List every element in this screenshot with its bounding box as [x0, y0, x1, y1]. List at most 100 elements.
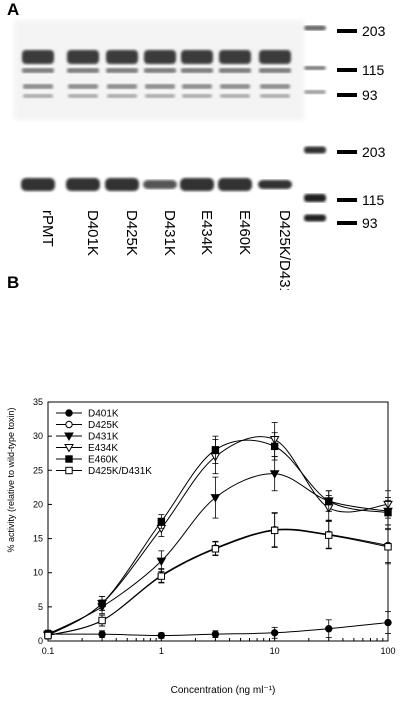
gel-top-lane	[259, 50, 291, 98]
legend-entry: E434K	[56, 443, 118, 454]
legend-entry: D401K	[56, 409, 119, 420]
marker-band	[304, 90, 326, 94]
marker-size-label: 93	[362, 87, 378, 103]
marker-dash	[337, 150, 357, 154]
gel-band-main	[219, 50, 251, 64]
legend-label: E460K	[88, 455, 118, 466]
lane-label: rPMT	[39, 210, 56, 247]
y-tick-label: 30	[33, 431, 43, 441]
data-point	[157, 631, 166, 640]
data-point	[325, 531, 333, 539]
gel-band	[68, 84, 98, 89]
lane-label: D431K	[161, 210, 178, 256]
gel-band	[23, 84, 53, 89]
data-point	[270, 526, 279, 535]
y-tick-label: 15	[33, 534, 43, 544]
chart-series	[43, 422, 393, 641]
marker-dash	[337, 221, 357, 225]
gel-bottom-lane	[66, 178, 100, 191]
gel-bottom-lanes	[21, 178, 292, 191]
gel-band	[259, 68, 291, 73]
lane-label: E460K	[236, 210, 253, 255]
legend-entry: E460K	[56, 455, 118, 466]
series-d401k	[44, 611, 392, 640]
data-point	[98, 599, 106, 608]
marker-band	[304, 214, 326, 222]
data-point	[384, 508, 392, 517]
marker-band	[304, 194, 326, 202]
gel-top-lane	[22, 50, 54, 98]
marker-band	[304, 66, 326, 70]
x-tick-label: 1	[159, 646, 164, 656]
gel-band-main	[144, 50, 176, 64]
gel-band	[144, 68, 176, 73]
gel-band	[145, 94, 175, 98]
panel-a-label: A	[7, 0, 20, 19]
marker-band	[304, 146, 326, 154]
gel-top-lanes	[22, 50, 291, 98]
data-point	[211, 446, 220, 454]
legend-marker	[64, 432, 74, 442]
marker-band	[304, 25, 326, 31]
x-tick-label: 10	[270, 646, 280, 656]
gel-top-lane	[181, 50, 213, 98]
marker-size-label: 203	[362, 144, 386, 160]
lane-label: D401K	[84, 210, 101, 256]
marker-size-label: 93	[362, 215, 378, 231]
gel-band-main	[22, 50, 54, 64]
x-axis-label: Concentration (ng ml⁻¹)	[171, 685, 276, 696]
legend-entry: D425K/D431K	[56, 466, 152, 477]
x-tick-label: 100	[380, 646, 395, 656]
gel-band	[22, 68, 54, 73]
gel-band	[67, 68, 99, 73]
panel-a-gel-figure: A 203 115 93 203 115 93 rPMT D401K D425K D431K E4…	[0, 0, 400, 306]
data-point	[270, 629, 279, 637]
gel-bottom-lane	[105, 178, 139, 191]
legend-marker	[65, 409, 73, 417]
series-d425k	[44, 512, 392, 640]
gel-bottom-lane	[218, 178, 252, 191]
marker-labels: 203 115 93 203 115 93	[337, 23, 386, 231]
gel-band	[220, 94, 250, 98]
gel-band-main	[143, 180, 177, 189]
data-point	[156, 557, 167, 567]
legend-marker	[64, 444, 74, 453]
data-point	[384, 618, 392, 627]
legend-label: E434K	[88, 443, 118, 454]
gel-band	[219, 68, 251, 73]
chart-axes: 0 5 10 15 20 25 30 35 0.1 1 10 100	[33, 397, 396, 656]
marker-size-label: 115	[362, 62, 385, 78]
marker-dash	[337, 198, 357, 202]
gel-image: 203 115 93 203 115 93 rPMT D401K D425K D431K E434…	[14, 20, 386, 306]
data-point	[269, 470, 280, 479]
lane-label: D425K	[123, 210, 140, 256]
gel-band	[107, 94, 137, 98]
marker-dash	[337, 93, 357, 97]
y-tick-label: 25	[33, 465, 43, 475]
lane-label: E434K	[198, 210, 215, 255]
gel-bottom-lane	[143, 180, 177, 189]
gel-band	[181, 68, 213, 73]
legend-marker	[65, 466, 73, 475]
marker-size-label: 115	[362, 192, 385, 208]
marker-dash	[337, 68, 357, 72]
data-point	[210, 494, 221, 503]
data-point	[270, 442, 279, 451]
gel-band	[68, 94, 98, 98]
lane-labels: rPMT D401K D425K D431K E434K E460K D425K/D431K	[39, 210, 293, 306]
gel-band-main	[218, 178, 252, 191]
gel-band	[260, 94, 290, 98]
gel-band	[260, 84, 290, 89]
gel-top-lane	[67, 50, 99, 98]
gel-band	[107, 84, 137, 89]
marker-size-label: 203	[362, 23, 386, 39]
legend-marker	[65, 455, 73, 463]
legend-entry: D431K	[56, 432, 119, 443]
lane-label: D425K/D431K	[276, 210, 293, 290]
gel-bottom-lane	[180, 178, 214, 191]
gel-band-main	[106, 50, 138, 64]
data-point	[157, 572, 166, 580]
gel-band	[220, 84, 250, 89]
y-tick-label: 10	[33, 568, 43, 578]
